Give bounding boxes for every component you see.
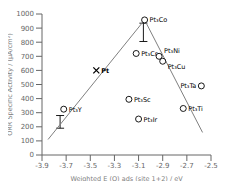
svg-text:400: 400 [21,95,34,103]
svg-text:Pt₃Cu: Pt₃Cu [168,63,186,71]
svg-text:300: 300 [21,109,34,117]
svg-text:Pt₃Ni: Pt₃Ni [164,47,180,55]
svg-text:200: 200 [21,123,34,131]
svg-text:-2.5: -2.5 [204,162,218,170]
svg-text:500: 500 [21,81,34,89]
svg-text:Pt₃Co: Pt₃Co [150,16,168,24]
svg-text:Pt₃Sc: Pt₃Sc [134,96,151,104]
svg-text:Pt₃Y: Pt₃Y [69,106,82,114]
svg-text:-2.7: -2.7 [180,162,194,170]
svg-text:-2.9: -2.9 [156,162,170,170]
svg-text:-3.3: -3.3 [108,162,122,170]
svg-text:-3.9: -3.9 [35,162,49,170]
svg-text:700: 700 [21,53,34,61]
svg-text:600: 600 [21,67,34,75]
svg-text:900: 900 [21,25,34,33]
svg-text:-3.5: -3.5 [83,162,97,170]
svg-text:Pt: Pt [101,67,109,75]
svg-text:Pt₃Ta: Pt₃Ta [180,82,196,90]
svg-text:800: 800 [21,39,34,47]
svg-text:Pt₃Ti: Pt₃Ti [188,105,203,113]
svg-text:100: 100 [21,137,34,145]
svg-text:-3.1: -3.1 [132,162,146,170]
svg-text:1000: 1000 [16,10,34,18]
svg-text:Pt₃Cr: Pt₃Cr [141,50,158,58]
svg-text:Pt₃Ir: Pt₃Ir [144,116,158,124]
svg-text:Weighted E (O) ads (site 1+2): Weighted E (O) ads (site 1+2) / eV [70,175,183,181]
svg-text:-3.7: -3.7 [59,162,73,170]
svg-text:ORR Specific Activity / (μA/cm: ORR Specific Activity / (μA/cm²) [8,33,14,136]
svg-text:0: 0 [30,151,34,159]
